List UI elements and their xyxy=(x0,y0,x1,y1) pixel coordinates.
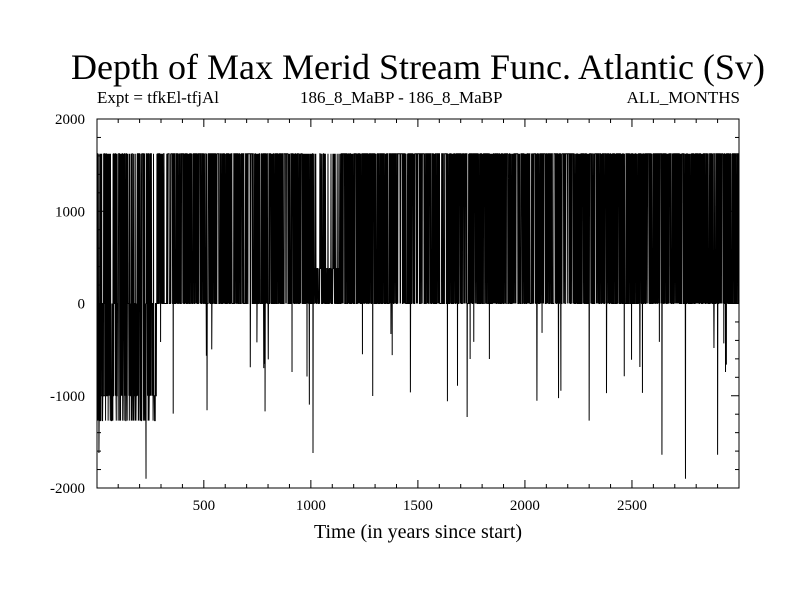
x-tick-label: 2500 xyxy=(617,498,647,514)
x-tick-label: 2000 xyxy=(510,498,540,514)
y-tick-label: -2000 xyxy=(50,481,85,497)
series-layer xyxy=(96,153,740,479)
x-axis-title: Time (in years since start) xyxy=(314,521,522,543)
period-label: 186_8_MaBP - 186_8_MaBP xyxy=(300,88,503,107)
chart-title: Depth of Max Merid Stream Func. Atlantic… xyxy=(71,47,765,87)
y-tick-label: -1000 xyxy=(50,389,85,405)
ticks-layer: 500 1000 1500 2000 2500 2000 1000 0 -1000 -2000 xyxy=(50,112,739,514)
x-tick-label: 1000 xyxy=(296,498,326,514)
series-line xyxy=(96,153,740,479)
x-tick-label: 1500 xyxy=(403,498,433,514)
x-tick-label: 500 xyxy=(193,498,216,514)
experiment-label: Expt = tfkEl-tfjAl xyxy=(97,88,219,107)
y-tick-label: 1000 xyxy=(55,204,85,220)
y-tick-label: 2000 xyxy=(55,112,85,128)
months-label: ALL_MONTHS xyxy=(626,88,740,107)
y-tick-label: 0 xyxy=(78,297,86,313)
